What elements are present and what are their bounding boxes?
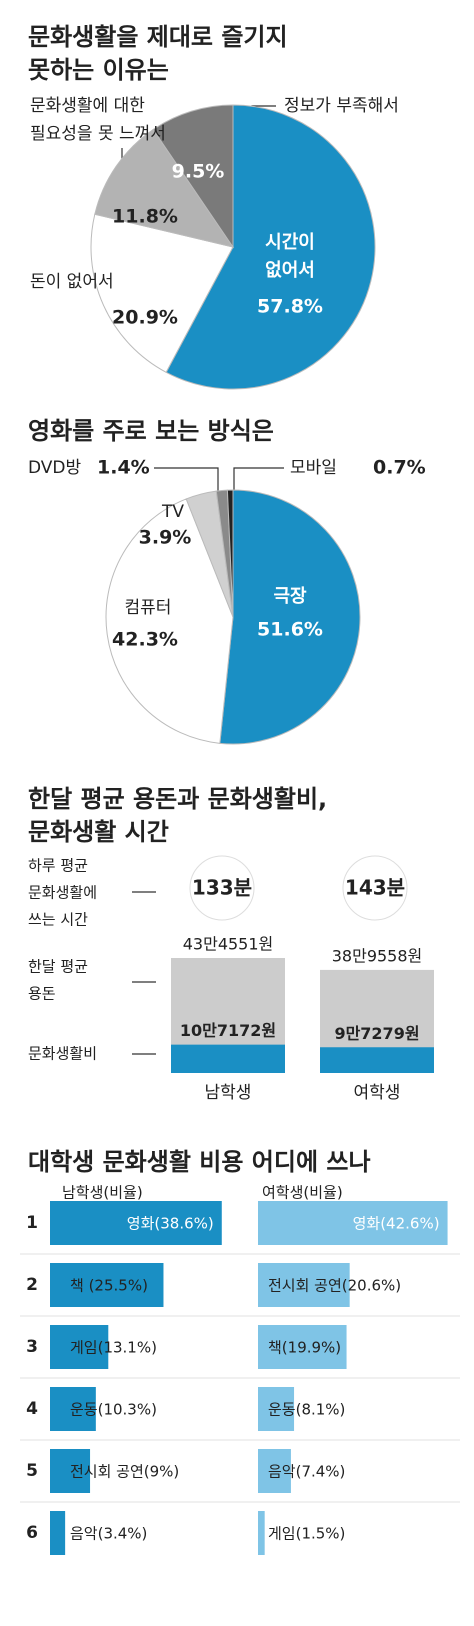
leader-line bbox=[233, 467, 284, 490]
legend-label: 문화생활비 bbox=[28, 1045, 97, 1063]
value-label: 영화(38.6%) bbox=[127, 1215, 214, 1233]
slice-label: 필요성을 못 느껴서 bbox=[30, 124, 166, 144]
slice-label: 시간이 bbox=[265, 232, 315, 253]
bar bbox=[171, 1044, 285, 1073]
pie-slice bbox=[165, 104, 376, 390]
pie-slice bbox=[226, 489, 234, 618]
value-label: 9.5% bbox=[172, 161, 225, 183]
rank-label: 2 bbox=[26, 1275, 38, 1295]
value-label: 57.8% bbox=[257, 296, 323, 318]
bar bbox=[258, 1325, 347, 1369]
value-label: 10만7172원 bbox=[180, 1021, 276, 1040]
slice-label: 정보가 부족해서 bbox=[284, 96, 399, 116]
bar bbox=[320, 1047, 434, 1073]
bar bbox=[50, 1449, 91, 1493]
value-label: 전시회 공연(9%) bbox=[70, 1463, 179, 1481]
chart-title: 대학생 문화생활 비용 어디에 쓰나 bbox=[28, 1148, 371, 1176]
chart-title: 한달 평균 용돈과 문화생활비, bbox=[28, 785, 327, 813]
value-label: 책(19.9%) bbox=[268, 1339, 341, 1357]
value-label: 9만7279원 bbox=[334, 1024, 419, 1043]
chart-title: 영화를 주로 보는 방식은 bbox=[28, 417, 274, 445]
bar bbox=[50, 1387, 96, 1431]
value-label: 1.4% bbox=[97, 457, 150, 479]
bar bbox=[258, 1201, 448, 1245]
value-label: 133분 bbox=[192, 876, 252, 900]
rank-label: 5 bbox=[26, 1461, 38, 1481]
value-label: 영화(42.6%) bbox=[353, 1215, 440, 1233]
bar bbox=[258, 1511, 265, 1555]
pie-slice bbox=[94, 128, 235, 248]
rank-label: 1 bbox=[26, 1213, 38, 1233]
value-label: 51.6% bbox=[257, 619, 323, 641]
slice-label: TV bbox=[161, 502, 184, 522]
bar bbox=[258, 1387, 295, 1431]
time-circle bbox=[189, 855, 255, 921]
time-circle bbox=[342, 855, 408, 921]
value-label: 전시회 공연(20.6%) bbox=[268, 1277, 401, 1295]
value-label: 음악(7.4%) bbox=[268, 1463, 345, 1481]
chart-title: 문화생활을 제대로 즐기지 bbox=[28, 23, 288, 51]
category-label: 남학생 bbox=[205, 1083, 252, 1103]
bar bbox=[50, 1263, 164, 1307]
slice-label: 문화생활에 대한 bbox=[30, 96, 145, 116]
rank-label: 4 bbox=[26, 1399, 38, 1419]
pie-slice bbox=[152, 104, 234, 249]
value-label: 운동(10.3%) bbox=[70, 1401, 157, 1419]
legend-label: 문화생활에 bbox=[28, 884, 97, 902]
slice-label: 돈이 없어서 bbox=[30, 272, 114, 292]
value-label: 38만9558원 bbox=[332, 946, 423, 965]
slice-label: DVD방 bbox=[28, 458, 82, 478]
slice-label: 극장 bbox=[273, 586, 307, 607]
bar bbox=[50, 1511, 66, 1555]
legend-label: 한달 평균 bbox=[28, 958, 88, 976]
value-label: 운동(8.1%) bbox=[268, 1401, 345, 1419]
legend-label: 쓰는 시간 bbox=[28, 911, 88, 929]
value-label: 43만4551원 bbox=[183, 935, 274, 954]
panel-header: 남학생(비율) bbox=[62, 1184, 143, 1202]
pie-slice bbox=[105, 498, 234, 744]
pie-slice bbox=[90, 213, 234, 373]
value-label: 음악(3.4%) bbox=[70, 1525, 147, 1543]
bar bbox=[258, 1449, 291, 1493]
legend-label: 용돈 bbox=[28, 985, 56, 1003]
chart-title: 문화생활 시간 bbox=[28, 818, 169, 846]
value-label: 143분 bbox=[345, 876, 405, 900]
bar bbox=[50, 1325, 109, 1369]
value-label: 게임(1.5%) bbox=[268, 1525, 345, 1543]
legend-label: 하루 평균 bbox=[28, 857, 88, 875]
slice-label: 모바일 bbox=[290, 458, 337, 478]
value-label: 게임(13.1%) bbox=[70, 1339, 157, 1357]
category-label: 여학생 bbox=[354, 1083, 401, 1103]
chart-title: 못하는 이유는 bbox=[28, 56, 169, 84]
slice-label: 컴퓨터 bbox=[125, 598, 172, 618]
bar bbox=[50, 1201, 222, 1245]
value-label: 0.7% bbox=[373, 457, 426, 479]
value-label: 42.3% bbox=[112, 629, 178, 651]
value-label: 11.8% bbox=[112, 206, 178, 228]
pie-slice bbox=[219, 489, 361, 745]
leader-line bbox=[154, 467, 219, 492]
rank-label: 3 bbox=[26, 1337, 38, 1357]
value-label: 책 (25.5%) bbox=[70, 1277, 148, 1295]
value-label: 3.9% bbox=[139, 527, 192, 549]
rank-label: 6 bbox=[26, 1523, 38, 1543]
value-label: 20.9% bbox=[112, 307, 178, 329]
panel-header: 여학생(비율) bbox=[262, 1184, 343, 1202]
slice-label: 없어서 bbox=[265, 260, 315, 281]
bar bbox=[258, 1263, 350, 1307]
